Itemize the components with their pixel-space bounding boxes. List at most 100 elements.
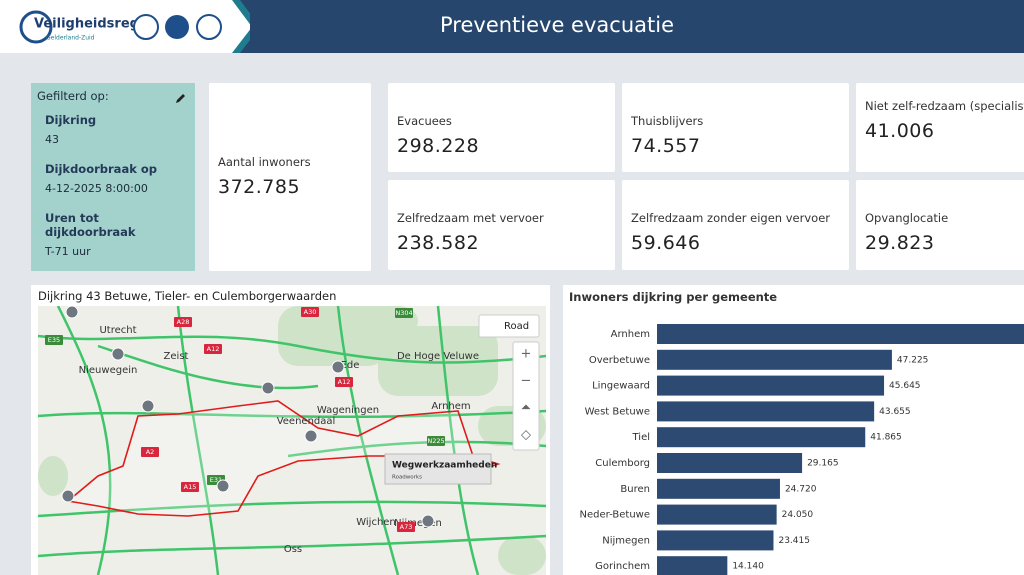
map-forest xyxy=(498,536,546,575)
bar xyxy=(657,324,1024,344)
chart-title: Inwoners dijkring per gemeente xyxy=(569,290,778,304)
category-label: Nijmegen xyxy=(602,535,650,546)
tooltip-subtitle: Roadworks xyxy=(392,475,422,481)
kpi-value: 59.646 xyxy=(631,232,701,254)
value-label: 45.645 xyxy=(889,381,921,391)
kpi-card: Evacuees 298.228 xyxy=(388,83,615,172)
logo-background xyxy=(0,0,250,53)
map-control-icon[interactable]: ⏶ xyxy=(521,401,531,416)
filter-value: 43 xyxy=(45,133,59,146)
kpi-label: Zelfredzaam met vervoer xyxy=(397,211,544,225)
category-label: Buren xyxy=(620,484,650,495)
filter-panel: Gefilterd op: Dijkring 43 Dijkdoorbraak op… xyxy=(31,83,195,271)
kpi-card: Opvanglocatie 29.823 xyxy=(856,180,1024,270)
bar xyxy=(657,401,875,422)
bar xyxy=(657,427,866,448)
icon-fire xyxy=(196,14,222,40)
road-label: N225 xyxy=(427,437,444,445)
map-place-label: Zeist xyxy=(164,351,189,362)
road-label: A30 xyxy=(304,308,317,316)
bar xyxy=(657,556,728,575)
map-style-button[interactable] xyxy=(478,314,540,338)
map-incident-icon xyxy=(304,429,318,443)
road-shield xyxy=(204,344,222,354)
logo-subtext: Gelderland-Zuid xyxy=(46,35,95,42)
filter-value: T-71 uur xyxy=(45,245,91,258)
filter-label: Uren tot dijkdoorbraak xyxy=(45,211,136,239)
kpi-label: Opvanglocatie xyxy=(865,211,949,225)
road-label: E35 xyxy=(48,336,60,344)
map-incident-icon xyxy=(65,306,79,319)
kpi-value: 298.228 xyxy=(397,135,480,157)
value-label: 23.415 xyxy=(778,536,810,546)
map-incident-icon xyxy=(141,399,155,413)
bar xyxy=(657,349,892,370)
road-shield xyxy=(141,447,159,457)
category-label: Neder-Betuwe xyxy=(580,510,650,521)
page-title: Preventieve evacuatie xyxy=(440,13,674,37)
value-label: 29.165 xyxy=(807,459,839,469)
bar xyxy=(657,478,780,499)
map-road xyxy=(56,306,112,575)
road-label: E31 xyxy=(210,476,222,484)
logo-area: Veiligheidsregio Gelderland-Zuid xyxy=(0,0,250,53)
road-shield xyxy=(427,436,445,446)
map-title: Dijkring 43 Betuwe, Tieler- en Culemborg… xyxy=(38,289,337,303)
map-control-icon[interactable]: − xyxy=(521,374,532,389)
map-control-icon[interactable]: + xyxy=(521,347,532,362)
map-forest xyxy=(38,456,68,496)
map-road xyxy=(287,440,546,458)
category-label: Overbetuwe xyxy=(589,355,650,366)
road-label: A15 xyxy=(184,483,197,491)
road-label: A28 xyxy=(177,318,190,326)
category-label: Lingewaard xyxy=(592,381,650,392)
road-shield xyxy=(335,377,353,387)
icon-police xyxy=(133,14,159,40)
icon-ambulance xyxy=(165,15,189,39)
map-control-icon[interactable]: ◇ xyxy=(521,428,531,443)
tooltip-title: Wegwerkzaamheden xyxy=(392,461,497,471)
filter-label: Dijkdoorbraak op xyxy=(45,162,157,176)
map-style-label[interactable]: Road xyxy=(504,321,529,332)
map-road xyxy=(336,306,400,575)
bar-chart: Arnhem78.000Overbetuwe47.225Lingewaard45… xyxy=(580,324,1024,575)
map-road xyxy=(38,334,546,364)
map-road xyxy=(38,409,546,419)
road-shield xyxy=(301,307,319,317)
kpi-card: Aantal inwoners 372.785 xyxy=(209,83,371,271)
category-label: West Betuwe xyxy=(585,406,650,417)
filter-value: 4-12-2025 8:00:00 xyxy=(45,182,148,195)
map-incident-icon xyxy=(216,479,230,493)
road-shield xyxy=(45,335,63,345)
road-shield xyxy=(395,308,413,318)
category-label: Arnhem xyxy=(611,329,650,340)
map-place-label: Nijmegen xyxy=(394,518,442,529)
kpi-card: Zelfredzaam zonder eigen vervoer 59.646 xyxy=(622,180,849,270)
map-place-label: Wijchen xyxy=(356,517,396,528)
kpi-label: Evacuees xyxy=(397,114,452,128)
value-label: 43.655 xyxy=(879,407,911,417)
edit-icon[interactable] xyxy=(175,92,187,104)
map-incident-icon xyxy=(421,514,435,528)
value-label: 24.720 xyxy=(785,484,817,494)
value-label: 14.140 xyxy=(732,562,764,572)
logo-text: Veiligheidsregio xyxy=(34,17,152,32)
kpi-card: Thuisblijvers 74.557 xyxy=(622,83,849,172)
value-label: 24.050 xyxy=(782,510,814,520)
map-road xyxy=(436,306,480,575)
map-place-label: Ede xyxy=(341,360,360,371)
map-place-label: De Hoge Veluwe xyxy=(397,351,479,362)
map-place-label: Oss xyxy=(284,544,302,555)
map-zoom-controls[interactable] xyxy=(512,341,540,451)
bar xyxy=(657,530,774,551)
map-road xyxy=(176,306,220,575)
map-place-label: Wageningen xyxy=(317,405,379,416)
map-place-label: Nieuwegein xyxy=(79,365,138,376)
category-label: Gorinchem xyxy=(595,561,650,572)
kpi-value: 372.785 xyxy=(218,176,301,198)
category-label: Tiel xyxy=(631,432,650,443)
kpi-label: Niet zelf-redzaam (specialistische opvan… xyxy=(865,99,1024,113)
map-incident-icon xyxy=(61,489,75,503)
bar xyxy=(657,453,803,473)
